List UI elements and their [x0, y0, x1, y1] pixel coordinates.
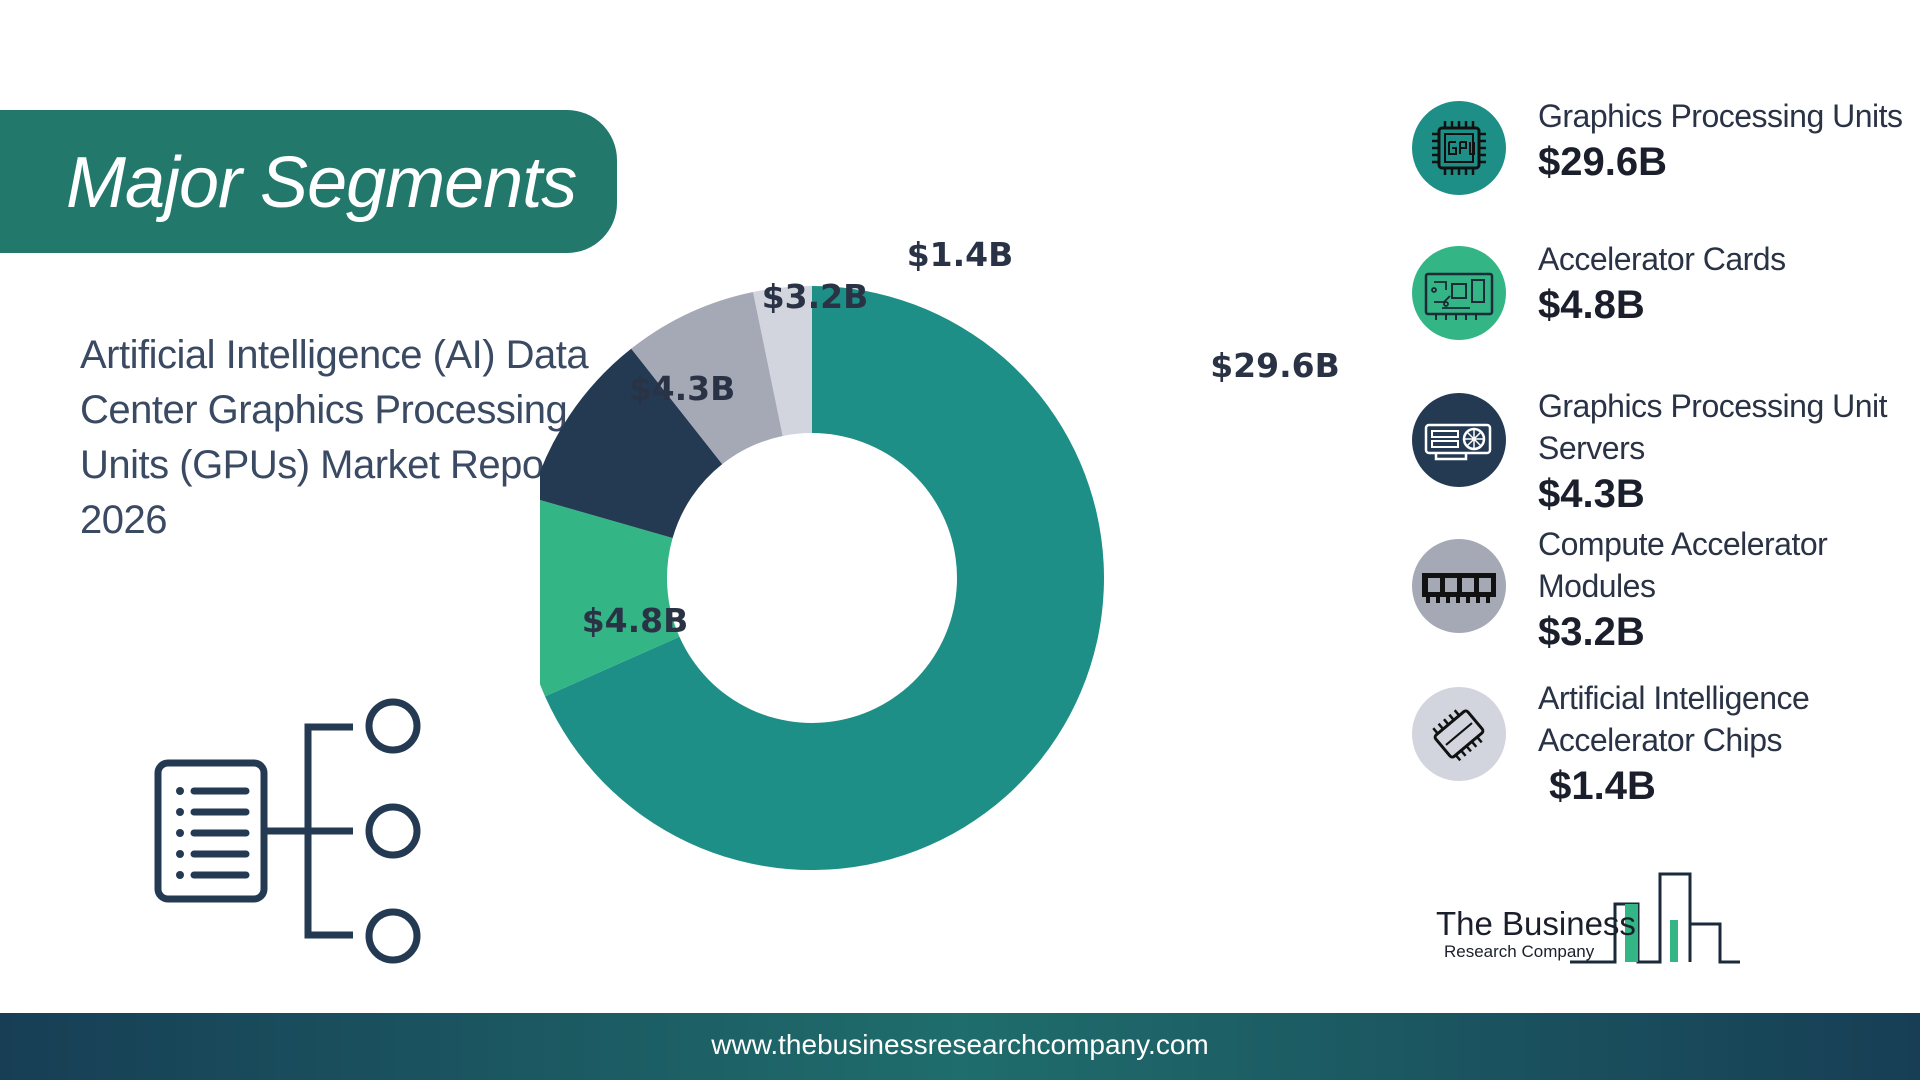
segment-name: Artificial Intelligence Accelerator Chip…: [1538, 680, 1810, 758]
gpu-chip-icon: [1412, 101, 1506, 195]
donut-chart: $29.6B $4.8B $4.3B $3.2B $1.4B: [540, 220, 1360, 920]
segment-value: $4.3B: [1538, 472, 1645, 516]
data-label: $3.2B: [762, 277, 869, 316]
segment-name: Graphics Processing Units: [1538, 98, 1903, 134]
segment-name: Graphics Processing Unit Servers: [1538, 388, 1888, 466]
logo-subtext: Research Company: [1444, 942, 1595, 961]
report-title-line: Units (GPUs) Market Report: [80, 443, 568, 487]
title-banner: Major Segments: [0, 110, 617, 253]
segment-value: $3.2B: [1538, 610, 1645, 654]
donut-slice: [540, 348, 723, 539]
logo-bars: [1570, 872, 1740, 964]
website-url[interactable]: www.thebusinessresearchcompany.com: [711, 1029, 1209, 1060]
segment-name: Compute Accelerator Modules: [1538, 526, 1828, 604]
segment-value: $29.6B: [1538, 140, 1667, 184]
memory-module-icon: [1412, 539, 1506, 633]
processor-chip-icon: [1412, 687, 1506, 781]
donut-slice: [545, 286, 1104, 870]
report-title-line: Center Graphics Processing: [80, 388, 568, 432]
data-label: $4.3B: [629, 369, 736, 408]
report-title: Artificial Intelligence (AI) Data Center…: [80, 328, 600, 548]
data-label: $29.6B: [1210, 346, 1340, 385]
banner-title: Major Segments: [66, 143, 577, 223]
company-logo: The Business Research Company: [1430, 870, 1750, 970]
data-label: $1.4B: [907, 235, 1014, 274]
donut-slice: [753, 286, 812, 436]
hierarchy-list-icon: [154, 698, 421, 964]
circuit-board-icon: [1412, 246, 1506, 340]
segment-name: Accelerator Cards: [1538, 241, 1786, 277]
footer: www.thebusinessresearchcompany.com: [0, 1013, 1920, 1080]
segment-value: $4.8B: [1538, 283, 1645, 327]
graphics-card-icon: [1412, 393, 1506, 487]
data-label: $4.8B: [582, 601, 689, 640]
donut-slice: [540, 499, 680, 697]
logo-text: The Business: [1436, 905, 1636, 942]
donut-slice: [631, 292, 783, 465]
donut-chart-svg: $29.6B $4.8B $4.3B $3.2B $1.4B: [540, 235, 1340, 870]
report-title-line: Artificial Intelligence (AI) Data: [80, 333, 589, 377]
segment-value: $1.4B: [1538, 764, 1656, 808]
report-title-line: 2026: [80, 498, 167, 542]
